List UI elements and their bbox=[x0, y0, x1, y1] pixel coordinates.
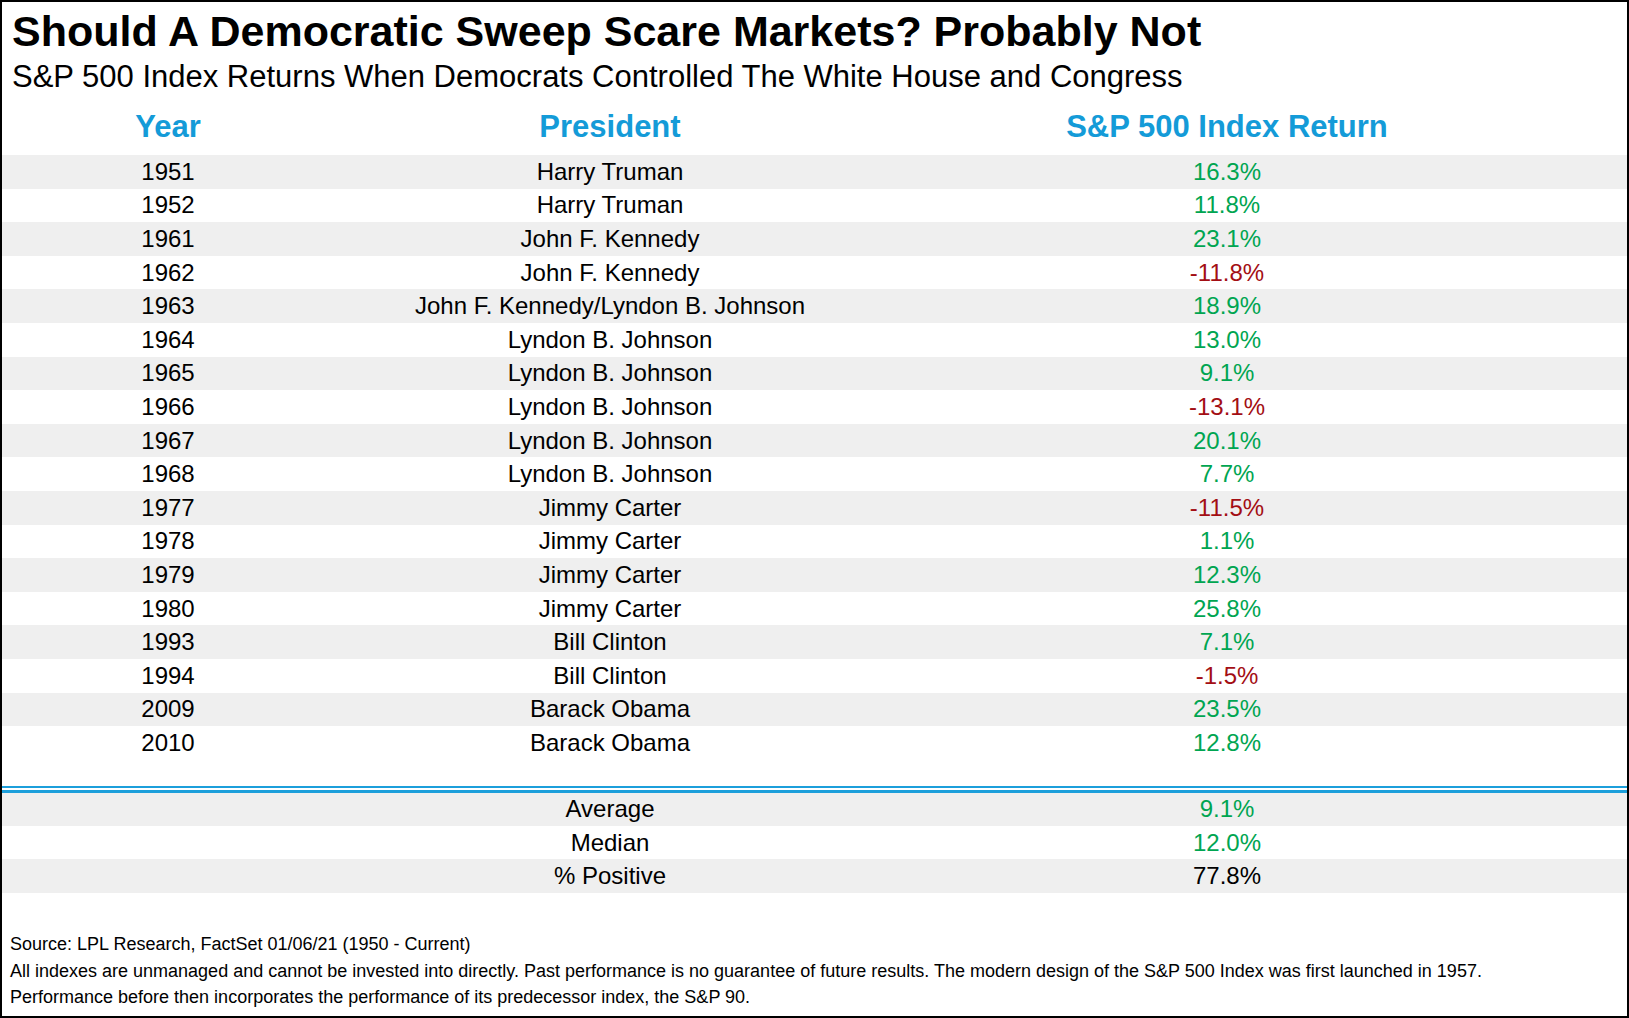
president-cell: John F. Kennedy bbox=[334, 225, 886, 253]
return-cell: -13.1% bbox=[886, 393, 1568, 421]
table-row: 1951Harry Truman16.3% bbox=[2, 155, 1627, 189]
return-cell: 16.3% bbox=[886, 158, 1568, 186]
president-cell: Bill Clinton bbox=[334, 662, 886, 690]
return-cell: 11.8% bbox=[886, 191, 1568, 219]
president-cell: Harry Truman bbox=[334, 158, 886, 186]
table-row: 1979Jimmy Carter12.3% bbox=[2, 558, 1627, 592]
return-cell: 25.8% bbox=[886, 595, 1568, 623]
table-body: 1951Harry Truman16.3%1952Harry Truman11.… bbox=[2, 155, 1627, 760]
return-cell: 9.1% bbox=[886, 359, 1568, 387]
year-cell: 1980 bbox=[2, 595, 334, 623]
summary-value: 9.1% bbox=[886, 795, 1568, 823]
president-cell: Lyndon B. Johnson bbox=[334, 359, 886, 387]
president-cell: Lyndon B. Johnson bbox=[334, 460, 886, 488]
table-row: 1977Jimmy Carter-11.5% bbox=[2, 491, 1627, 525]
year-cell: 2010 bbox=[2, 729, 334, 757]
table-row: 1965Lyndon B. Johnson9.1% bbox=[2, 357, 1627, 391]
source-note: Source: LPL Research, FactSet 01/06/21 (… bbox=[10, 931, 1627, 958]
president-cell: Barack Obama bbox=[334, 729, 886, 757]
table-row: 1952Harry Truman11.8% bbox=[2, 189, 1627, 223]
year-cell: 1968 bbox=[2, 460, 334, 488]
summary-label: % Positive bbox=[334, 862, 886, 890]
table-row: 1966Lyndon B. Johnson-13.1% bbox=[2, 390, 1627, 424]
summary-label: Average bbox=[334, 795, 886, 823]
return-cell: 12.3% bbox=[886, 561, 1568, 589]
page-title: Should A Democratic Sweep Scare Markets?… bbox=[2, 2, 1627, 56]
table-header-row: Year President S&P 500 Index Return bbox=[2, 98, 1627, 155]
president-cell: Lyndon B. Johnson bbox=[334, 393, 886, 421]
president-cell: Harry Truman bbox=[334, 191, 886, 219]
year-cell: 1964 bbox=[2, 326, 334, 354]
president-cell: Jimmy Carter bbox=[334, 494, 886, 522]
market-returns-infographic: Should A Democratic Sweep Scare Markets?… bbox=[0, 0, 1629, 1018]
disclaimer-line-1: All indexes are unmanaged and cannot be … bbox=[10, 958, 1627, 984]
summary-label: Median bbox=[334, 829, 886, 857]
president-cell: Jimmy Carter bbox=[334, 561, 886, 589]
president-cell: Lyndon B. Johnson bbox=[334, 326, 886, 354]
year-cell: 1952 bbox=[2, 191, 334, 219]
summary-value: 77.8% bbox=[886, 862, 1568, 890]
column-header-year: Year bbox=[2, 109, 334, 145]
disclaimer-line-2: Performance before then incorporates the… bbox=[10, 984, 1627, 1010]
president-cell: Jimmy Carter bbox=[334, 595, 886, 623]
year-cell: 1962 bbox=[2, 259, 334, 287]
table-row: 2010Barack Obama12.8% bbox=[2, 726, 1627, 760]
table-row: 1993Bill Clinton7.1% bbox=[2, 625, 1627, 659]
return-cell: 13.0% bbox=[886, 326, 1568, 354]
year-cell: 1994 bbox=[2, 662, 334, 690]
return-cell: 12.8% bbox=[886, 729, 1568, 757]
president-cell: Barack Obama bbox=[334, 695, 886, 723]
table-row: 1978Jimmy Carter1.1% bbox=[2, 525, 1627, 559]
return-cell: -1.5% bbox=[886, 662, 1568, 690]
president-cell: Lyndon B. Johnson bbox=[334, 427, 886, 455]
footer: Source: LPL Research, FactSet 01/06/21 (… bbox=[2, 893, 1627, 1010]
year-cell: 1979 bbox=[2, 561, 334, 589]
return-cell: 7.7% bbox=[886, 460, 1568, 488]
return-cell: 18.9% bbox=[886, 292, 1568, 320]
president-cell: John F. Kennedy/Lyndon B. Johnson bbox=[334, 292, 886, 320]
table-row: 1968Lyndon B. Johnson7.7% bbox=[2, 457, 1627, 491]
summary-value: 12.0% bbox=[886, 829, 1568, 857]
return-cell: 23.5% bbox=[886, 695, 1568, 723]
president-cell: Bill Clinton bbox=[334, 628, 886, 656]
return-cell: 20.1% bbox=[886, 427, 1568, 455]
summary-section: Average9.1%Median12.0%% Positive77.8% bbox=[2, 793, 1627, 893]
year-cell: 2009 bbox=[2, 695, 334, 723]
table-row: 1963John F. Kennedy/Lyndon B. Johnson18.… bbox=[2, 289, 1627, 323]
table-row: 1994Bill Clinton-1.5% bbox=[2, 659, 1627, 693]
year-cell: 1967 bbox=[2, 427, 334, 455]
summary-row: Average9.1% bbox=[2, 793, 1627, 826]
return-cell: -11.5% bbox=[886, 494, 1568, 522]
year-cell: 1965 bbox=[2, 359, 334, 387]
table-row: 1980Jimmy Carter25.8% bbox=[2, 592, 1627, 626]
president-cell: John F. Kennedy bbox=[334, 259, 886, 287]
return-cell: -11.8% bbox=[886, 259, 1568, 287]
table-row: 1964Lyndon B. Johnson13.0% bbox=[2, 323, 1627, 357]
year-cell: 1978 bbox=[2, 527, 334, 555]
year-cell: 1966 bbox=[2, 393, 334, 421]
return-cell: 7.1% bbox=[886, 628, 1568, 656]
table-row: 2009Barack Obama23.5% bbox=[2, 693, 1627, 727]
column-header-return: S&P 500 Index Return bbox=[886, 109, 1568, 145]
page-subtitle: S&P 500 Index Returns When Democrats Con… bbox=[2, 56, 1627, 98]
table-row: 1962John F. Kennedy-11.8% bbox=[2, 256, 1627, 290]
column-header-president: President bbox=[334, 109, 886, 145]
return-cell: 23.1% bbox=[886, 225, 1568, 253]
year-cell: 1993 bbox=[2, 628, 334, 656]
year-cell: 1977 bbox=[2, 494, 334, 522]
summary-row: % Positive77.8% bbox=[2, 859, 1627, 892]
summary-separator-line bbox=[2, 786, 1627, 793]
president-cell: Jimmy Carter bbox=[334, 527, 886, 555]
year-cell: 1963 bbox=[2, 292, 334, 320]
table-row: 1961John F. Kennedy23.1% bbox=[2, 222, 1627, 256]
summary-row: Median12.0% bbox=[2, 826, 1627, 859]
year-cell: 1951 bbox=[2, 158, 334, 186]
table-row: 1967Lyndon B. Johnson20.1% bbox=[2, 424, 1627, 458]
year-cell: 1961 bbox=[2, 225, 334, 253]
return-cell: 1.1% bbox=[886, 527, 1568, 555]
